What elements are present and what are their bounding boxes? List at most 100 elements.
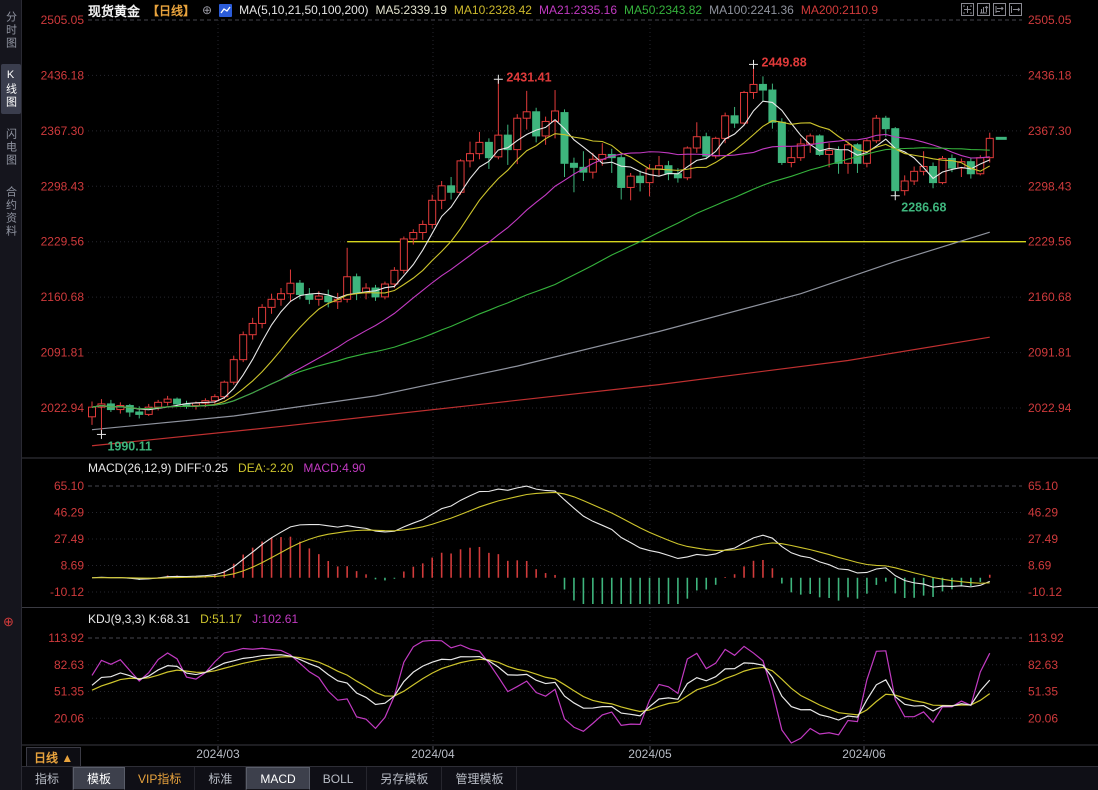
- svg-text:2091.81: 2091.81: [1028, 346, 1072, 360]
- crosshair-pane-icon[interactable]: [961, 3, 974, 16]
- svg-text:2367.30: 2367.30: [41, 124, 85, 138]
- svg-text:51.35: 51.35: [54, 685, 84, 699]
- sidebar-item-flash-chart[interactable]: 闪电图: [4, 128, 17, 167]
- price-annotations: 2431.41 2449.88 2286.68 1990.11: [96, 55, 946, 453]
- ma100-value: MA100:2241.36: [709, 3, 794, 17]
- annotation-2286.68: 2286.68: [901, 201, 946, 215]
- svg-text:2022.94: 2022.94: [1028, 401, 1072, 415]
- sidebar: 分时图 K线图 闪电图 合约资料: [0, 0, 22, 790]
- x-axis-label: 2024/04: [411, 747, 455, 761]
- ma21-line: [91, 133, 990, 410]
- svg-text:51.35: 51.35: [1028, 685, 1058, 699]
- annotation-2431.41: 2431.41: [506, 70, 551, 84]
- svg-text:82.63: 82.63: [54, 658, 84, 672]
- svg-text:8.69: 8.69: [1028, 558, 1052, 572]
- svg-text:2505.05: 2505.05: [1028, 13, 1072, 27]
- svg-text:2367.30: 2367.30: [1028, 124, 1072, 138]
- toolbar-button-1[interactable]: 模板: [73, 767, 126, 790]
- chart-header: 现货黄金 【日线】 ⊕ MA(5,10,21,50,100,200) MA5:2…: [22, 0, 1098, 20]
- svg-text:46.29: 46.29: [1028, 506, 1058, 520]
- svg-text:2160.68: 2160.68: [1028, 290, 1072, 304]
- expand-pane-right-icon[interactable]: [993, 3, 1006, 16]
- period-selector-button[interactable]: 日线 ▲: [26, 747, 82, 768]
- toolbar-button-5[interactable]: BOLL: [310, 767, 368, 790]
- annotation-1990.11: 1990.11: [107, 439, 152, 453]
- x-axis-labels: 2024/03 2024/04 2024/05 2024/06: [196, 747, 886, 761]
- ma200-line: [91, 336, 990, 447]
- kdj-d-label: D:51.17: [200, 612, 243, 626]
- toolbar-button-2[interactable]: VIP指标: [125, 767, 196, 790]
- bottom-toolbar: 指标 模板 VIP指标 标准 MACD BOLL 另存模板 管理模板: [22, 766, 1098, 790]
- macd-value-label: MACD:4.90: [303, 461, 366, 475]
- pane-controls: [961, 3, 1022, 16]
- x-axis-label: 2024/06: [842, 747, 886, 761]
- expand-pane-up-icon[interactable]: [977, 3, 990, 16]
- toolbar-button-3[interactable]: 标准: [195, 767, 247, 790]
- kdj-d-line: [91, 656, 991, 716]
- svg-text:113.92: 113.92: [1028, 631, 1064, 645]
- svg-text:2298.43: 2298.43: [41, 179, 85, 193]
- kdj-j-line: [91, 639, 991, 744]
- svg-text:46.29: 46.29: [54, 506, 84, 520]
- kdj-k-line: [91, 654, 991, 721]
- svg-text:2229.56: 2229.56: [41, 235, 85, 249]
- svg-text:2229.56: 2229.56: [1028, 235, 1072, 249]
- ma200-value: MA200:2110.9: [800, 3, 878, 17]
- toolbar-button-0[interactable]: 指标: [22, 767, 74, 790]
- svg-text:2505.05: 2505.05: [41, 13, 85, 27]
- ma21-value: MA21:2335.16: [538, 3, 618, 17]
- macd-diff-line: [91, 485, 990, 588]
- svg-text:2160.68: 2160.68: [41, 290, 85, 304]
- long-ma-lines: [91, 231, 990, 447]
- svg-text:82.63: 82.63: [1028, 658, 1058, 672]
- toolbar-button-4[interactable]: MACD: [246, 767, 310, 790]
- axis-labels: 2505.05 2505.05 2436.18 2436.18 2367.30 2367.…: [41, 13, 1072, 725]
- macd-dea-label: DEA:-2.20: [238, 461, 294, 475]
- period-tag: 【日线】: [147, 3, 196, 18]
- macd-params-label: MACD(26,12,9) DIFF:0.25: [88, 461, 229, 475]
- svg-text:20.06: 20.06: [1028, 711, 1058, 725]
- sidebar-item-kline-chart[interactable]: K线图: [0, 64, 21, 114]
- svg-text:20.06: 20.06: [54, 711, 84, 725]
- svg-text:27.49: 27.49: [54, 532, 84, 546]
- ma5-value: MA5:2339.19: [375, 3, 447, 17]
- svg-text:2436.18: 2436.18: [41, 68, 85, 82]
- svg-text:2091.81: 2091.81: [41, 346, 85, 360]
- sidebar-item-contract-info[interactable]: 合约资料: [4, 186, 17, 238]
- svg-text:113.92: 113.92: [48, 631, 84, 645]
- svg-text:65.10: 65.10: [54, 479, 84, 493]
- add-indicator-icon[interactable]: ⊕: [202, 3, 213, 17]
- kdj-panel[interactable]: [91, 639, 991, 744]
- svg-text:-10.12: -10.12: [50, 585, 84, 599]
- svg-text:2298.43: 2298.43: [1028, 179, 1072, 193]
- candlestick-series[interactable]: [88, 64, 994, 435]
- svg-text:-10.12: -10.12: [1028, 585, 1062, 599]
- ma100-line: [91, 231, 990, 431]
- toolbar-button-7[interactable]: 管理模板: [442, 767, 518, 790]
- macd-dea-line: [91, 491, 990, 584]
- collapse-pane-icon[interactable]: [1009, 3, 1022, 16]
- kdj-settings-icon[interactable]: ⊕: [3, 614, 14, 629]
- sidebar-item-time-chart[interactable]: 分时图: [4, 11, 17, 50]
- x-axis-label: 2024/05: [628, 747, 672, 761]
- ma10-value: MA10:2328.42: [453, 3, 532, 17]
- macd-panel[interactable]: [91, 485, 991, 618]
- svg-text:65.10: 65.10: [1028, 479, 1058, 493]
- kdj-params-label: KDJ(9,3,3) K:68.31: [88, 612, 191, 626]
- toolbar-button-6[interactable]: 另存模板: [367, 767, 443, 790]
- chart-type-icon[interactable]: [219, 3, 233, 17]
- ma10-line: [91, 120, 991, 410]
- kdj-header: KDJ(9,3,3) K:68.31 D:51.17 J:102.61: [88, 612, 298, 626]
- symbol-name: 现货黄金: [88, 3, 141, 19]
- svg-text:2436.18: 2436.18: [1028, 68, 1072, 82]
- panel-dividers: [0, 457, 1098, 746]
- ma5-line: [91, 100, 990, 411]
- ma-overlay-lines: [91, 100, 991, 411]
- ma50-value: MA50:2343.82: [624, 3, 703, 17]
- last-price-marker: [995, 136, 1007, 140]
- svg-text:2022.94: 2022.94: [41, 401, 85, 415]
- annotation-2449.88: 2449.88: [762, 55, 807, 69]
- ma50-line: [91, 147, 990, 410]
